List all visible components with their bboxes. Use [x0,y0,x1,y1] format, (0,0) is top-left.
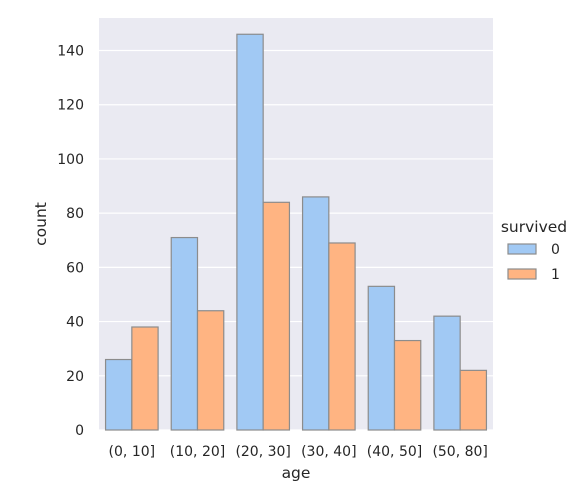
legend: survived 0 1 [501,218,567,283]
grid-lines [99,49,493,431]
plot-area [99,18,493,430]
x-tick-label: (30, 40] [301,444,356,460]
bars-group [104,33,488,431]
x-tick-label: (20, 30] [235,444,290,460]
legend-label-0: 0 [551,242,560,258]
bar-(50, 80]-survived-0 [433,315,461,431]
y-tick-label: 120 [57,98,84,114]
y-tick-label: 60 [66,260,84,276]
bar-(0, 10]-survived-1 [131,326,159,431]
x-tick-labels: (0, 10] (10, 20] (20, 30] (30, 40] (40, 50] (… [109,444,488,460]
bar-(10, 20]-survived-0 [170,236,199,431]
y-tick-labels: 0 20 40 60 80 100 120 140 [57,44,84,439]
bar-(30, 40]-survived-0 [301,196,330,431]
legend-swatch-1 [507,268,537,280]
x-axis-title: age [282,464,311,482]
bar-(30, 40]-survived-1 [328,242,356,431]
x-tick-label: (10, 20] [170,444,225,460]
y-tick-label: 20 [66,369,84,385]
bar-(10, 20]-survived-1 [196,310,225,431]
legend-label-1: 1 [551,267,560,283]
y-axis-title: count [32,202,50,246]
y-tick-label: 40 [66,315,84,331]
y-tick-label: 140 [57,44,84,60]
bar-(0, 10]-survived-0 [104,358,133,431]
y-tick-label: 0 [75,423,84,439]
bar-(20, 30]-survived-0 [236,33,264,431]
x-tick-label: (40, 50] [367,444,422,460]
bar-(50, 80]-survived-1 [459,369,488,431]
y-tick-label: 100 [57,152,84,168]
bar-(20, 30]-survived-1 [262,201,291,431]
bar-(40, 50]-survived-1 [393,339,422,431]
legend-title: survived [501,218,567,236]
bar-(40, 50]-survived-0 [367,285,396,431]
y-tick-label: 80 [66,206,84,222]
x-tick-label: (50, 80] [432,444,487,460]
x-tick-label: (0, 10] [109,444,156,460]
legend-swatch-0 [507,243,537,255]
